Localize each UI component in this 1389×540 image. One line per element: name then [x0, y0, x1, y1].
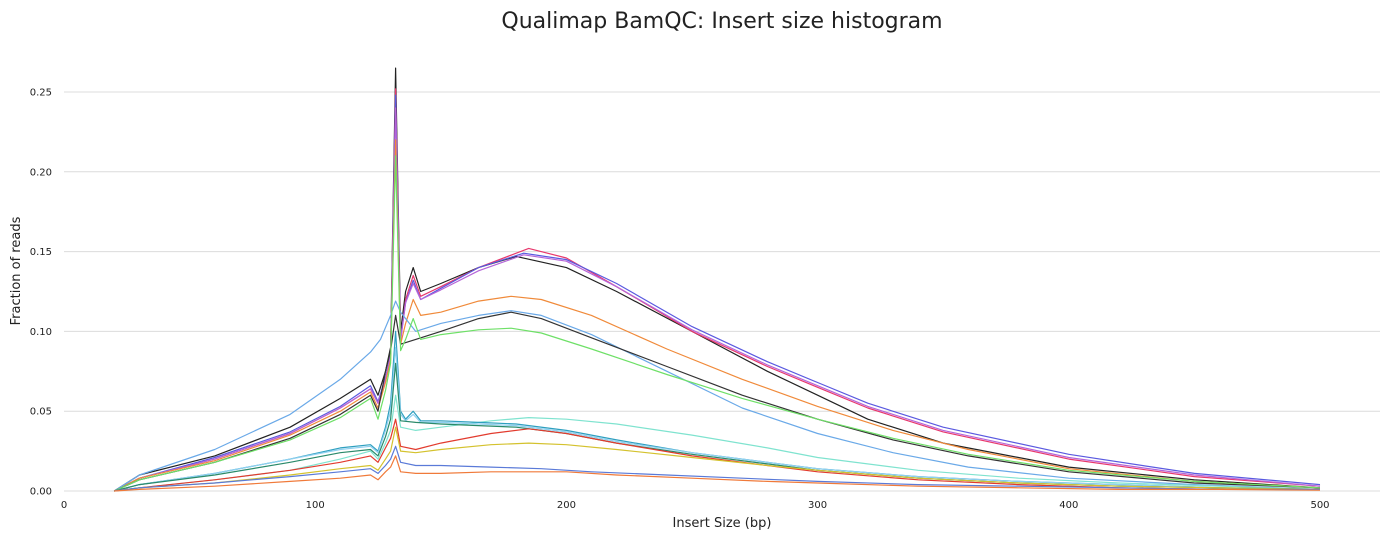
- series-lines: [113, 67, 1321, 492]
- gridlines: [64, 91, 1380, 492]
- series-line-1: [113, 67, 1321, 492]
- series-line-14: [114, 426, 1321, 492]
- y-tick-label: 0.05: [30, 407, 52, 418]
- y-tick-label: 0.10: [30, 327, 52, 338]
- series-line-12: [114, 362, 1321, 492]
- series-line-7: [113, 311, 1321, 492]
- y-tick-label: 0.25: [30, 88, 52, 99]
- series-line-8: [113, 155, 1321, 492]
- chart-title: Qualimap BamQC: Insert size histogram: [501, 9, 942, 34]
- x-tick-label: 100: [306, 500, 325, 511]
- x-axis-label: Insert Size (bp): [673, 516, 772, 531]
- x-tick-label: 400: [1059, 500, 1078, 511]
- x-tick-label: 200: [557, 500, 576, 511]
- y-tick-label: 0.00: [30, 487, 52, 498]
- x-tick-label: 300: [808, 500, 827, 511]
- x-tick-label: 0: [61, 500, 67, 511]
- x-tick-label: 500: [1310, 500, 1329, 511]
- x-axis-ticks: 0 100 200 300 400 500: [61, 500, 1330, 511]
- series-line-13: [114, 418, 1320, 492]
- series-line-15: [114, 445, 1320, 492]
- y-tick-label: 0.20: [30, 167, 52, 178]
- series-line-16: [114, 455, 1321, 492]
- y-axis-ticks: 0.00 0.05 0.10 0.15 0.20 0.25: [30, 88, 52, 498]
- series-line-5: [113, 139, 1321, 492]
- series-line-6: [113, 300, 1321, 492]
- y-tick-label: 0.15: [30, 247, 52, 258]
- y-axis-label: Fraction of reads: [9, 216, 24, 325]
- series-line-9: [114, 394, 1321, 492]
- series-line-4: [113, 107, 1321, 492]
